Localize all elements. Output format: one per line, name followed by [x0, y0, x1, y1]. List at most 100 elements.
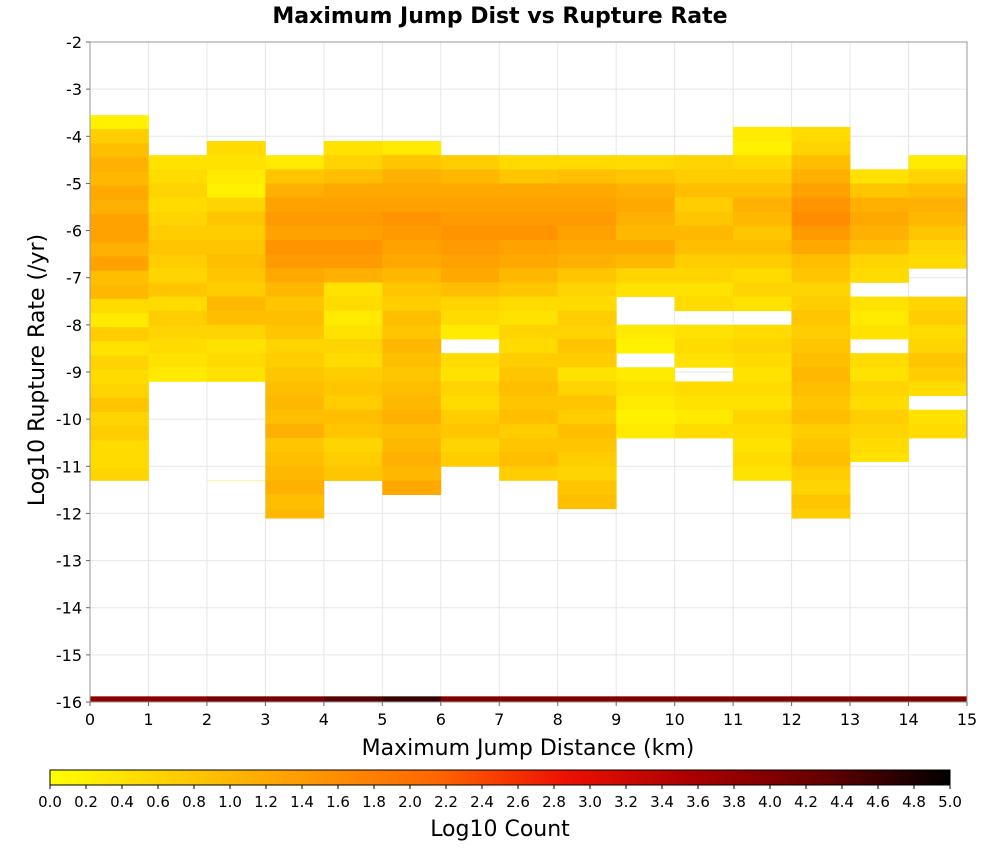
colorbar-tick-label-15: 3.0: [578, 793, 602, 811]
heatmap-cell-1-1: [148, 169, 208, 184]
heatmap-cell-4-3: [323, 183, 383, 198]
heatmap-cell-10-17: [674, 395, 734, 411]
x-tick-label-14: 14: [898, 710, 918, 729]
heatmap-cell-14-0: [908, 155, 968, 170]
heatmap-cell-5-7: [382, 240, 442, 255]
heatmap-cell-12-16: [791, 353, 851, 368]
heatmap-cell-0-22: [90, 426, 149, 441]
heatmap-cell-11-6: [733, 211, 792, 227]
heatmap-cell-12-17: [791, 367, 851, 382]
heatmap-cell-4-5: [323, 211, 383, 227]
y-axis-ticks: -2 -3 -4 -5 -6 -7 -8 -9 -10 -11 -12 -13 -14 -15 -16: [56, 33, 90, 712]
x-tick-label-15: 15: [957, 710, 977, 729]
heatmap-cell-14-7: [908, 254, 968, 269]
colorbar-tick-label-10: 2.0: [398, 793, 422, 811]
heatmap-cell-6-15: [440, 367, 500, 382]
heatmap-cell-3-22: [265, 466, 325, 481]
bottom-row-cell-4: [323, 696, 383, 702]
colorbar-tick-label-24: 4.8: [902, 793, 926, 811]
colorbar-tick-label-23: 4.6: [866, 793, 890, 811]
heatmap-cell-10-13: [674, 339, 734, 354]
heatmap-cell-4-23: [323, 466, 383, 481]
heatmap-cell-7-16: [499, 381, 559, 396]
heatmap-cell-0-18: [90, 369, 149, 385]
heatmap-cell-10-4: [674, 211, 734, 227]
y-tick-label-1: -3: [66, 80, 82, 99]
heatmap-cell-7-7: [499, 254, 559, 269]
x-tick-label-13: 13: [840, 710, 860, 729]
heatmap-cell-0-0: [90, 115, 149, 130]
heatmap-cell-0-17: [90, 355, 149, 371]
heatmap-cell-2-16: [206, 367, 266, 382]
heatmap-cell-6-14: [440, 353, 500, 368]
heatmap-cell-13-16: [850, 395, 909, 411]
heatmap-cell-13-13: [850, 353, 909, 368]
heatmap-cell-6-9: [440, 282, 500, 297]
colorbar-tick-label-2: 0.4: [110, 793, 134, 811]
heatmap-cell-10-0: [674, 155, 734, 170]
heatmap-cell-12-9: [791, 254, 851, 269]
heatmap-cell-7-1: [499, 169, 559, 184]
heatmap-cell-11-20: [733, 409, 792, 425]
heatmap-cell-6-18: [440, 409, 500, 425]
heatmap-cell-7-3: [499, 197, 559, 213]
heatmap-cell-14-6: [908, 240, 968, 255]
y-tick-label-7: -9: [66, 363, 82, 382]
heatmap-cell-0-7: [90, 214, 149, 229]
heatmap-cell-0-21: [90, 412, 149, 427]
colorbar-tick-label-1: 0.2: [74, 793, 98, 811]
heatmap-cell-4-18: [323, 395, 383, 411]
heatmap-cell-13-15: [850, 381, 909, 396]
heatmap-cell-7-9: [499, 282, 559, 297]
heatmap-cell-8-0: [557, 155, 617, 170]
heatmap-cell-3-17: [265, 395, 325, 411]
heatmap-cell-5-18: [382, 395, 442, 411]
heatmap-cell-10-16: [674, 381, 734, 396]
bottom-row-cell-2: [206, 696, 266, 702]
heatmap-cell-3-6: [265, 240, 325, 255]
heatmap-cell-0-10: [90, 256, 149, 272]
heatmap-cell-14-19: [908, 423, 968, 439]
heatmap-cells: [90, 115, 968, 519]
heatmap-cell-0-23: [90, 440, 149, 455]
heatmap-cell-0-8: [90, 228, 149, 243]
heatmap-cell-5-12: [382, 310, 442, 326]
y-tick-label-11: -13: [56, 552, 82, 571]
heatmap-cell-5-1: [382, 155, 442, 170]
heatmap-cell-1-5: [148, 225, 208, 241]
heatmap-cell-0-20: [90, 397, 149, 413]
heatmap-cell-11-18: [733, 381, 792, 396]
heatmap-cell-7-13: [499, 339, 559, 354]
bottom-row-cell-8: [557, 696, 617, 702]
heatmap-cell-10-12: [674, 324, 734, 340]
heatmap-cell-9-6: [616, 240, 676, 255]
heatmap-cell-9-16: [616, 381, 676, 396]
heatmap-cell-12-2: [791, 155, 851, 170]
heatmap-cell-11-5: [733, 197, 792, 213]
colorbar-tick-label-16: 3.2: [614, 793, 638, 811]
heatmap-cell-5-14: [382, 339, 442, 354]
colorbar-tick-label-8: 1.6: [326, 793, 350, 811]
heatmap-cell-2-12: [206, 310, 266, 326]
heatmap-cell-6-21: [440, 452, 500, 467]
heatmap-cell-4-19: [323, 409, 383, 425]
heatmap-cell-8-1: [557, 169, 617, 184]
heatmap-cell-0-16: [90, 341, 149, 356]
heatmap-cell-7-11: [499, 310, 559, 326]
heatmap-cell-7-0: [499, 155, 559, 170]
heatmap-cell-3-7: [265, 254, 325, 269]
heatmap-cell-6-2: [440, 183, 500, 198]
heatmap-cell-7-8: [499, 268, 559, 283]
heatmap-cell-8-20: [557, 438, 617, 453]
y-tick-label-8: -10: [56, 410, 82, 429]
heatmap-cell-4-8: [323, 254, 383, 269]
y-tick-label-10: -12: [56, 504, 82, 523]
heatmap-cell-10-10: [674, 296, 734, 312]
heatmap-cell-4-6: [323, 225, 383, 241]
heatmap-cell-11-11: [733, 282, 792, 297]
heatmap-cell-12-27: [791, 508, 851, 519]
colorbar-tick-label-13: 2.6: [506, 793, 530, 811]
heatmap-cell-7-20: [499, 438, 559, 453]
heatmap-cell-11-0: [733, 126, 792, 142]
